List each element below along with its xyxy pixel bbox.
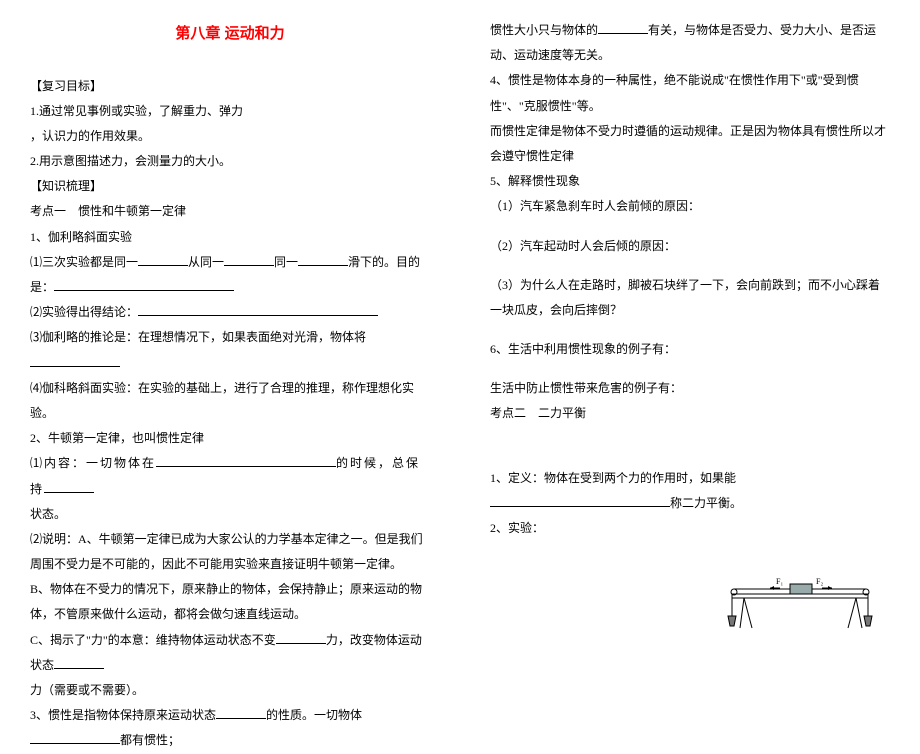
item-2-2b: B、物体在不受力的情况下，原来静止的物体，会保持静止；原来运动的物体，不管原来做… bbox=[30, 577, 430, 627]
blank bbox=[54, 657, 104, 669]
blank bbox=[30, 732, 120, 744]
blank bbox=[224, 254, 274, 266]
chapter-title: 第八章 运动和力 bbox=[30, 18, 430, 50]
blank bbox=[598, 22, 648, 34]
text: 都有惯性； bbox=[120, 733, 180, 747]
item-2-2c-tail: 力（需要或不需要）。 bbox=[30, 678, 430, 703]
r-item-5-3: （3）为什么人在走路时，脚被石块绊了一下，会向前跌到；而不小心踩着一块瓜皮，会向… bbox=[490, 273, 890, 323]
blank bbox=[276, 632, 326, 644]
r-item-6: 6、生活中利用惯性现象的例子有： bbox=[490, 337, 890, 362]
item-1-4: ⑷伽科略斜面实验：在实验的基础上，进行了合理的推理，称作理想化实验。 bbox=[30, 376, 430, 426]
balance-diagram: F₁ F₂ bbox=[720, 576, 880, 636]
r-item-5-1: （1）汽车紧急刹车时人会前倾的原因： bbox=[490, 194, 890, 219]
keypoint-1: 考点一 惯性和牛顿第一定律 bbox=[30, 199, 430, 224]
text: 惯性大小只与物体的 bbox=[490, 23, 598, 37]
blank bbox=[216, 707, 266, 719]
label-f1: F₁ bbox=[776, 577, 783, 586]
item-2-2a: ⑵说明：A、牛顿第一定律已成为大家公认的力学基本定律之一。但是我们周围不受力是不… bbox=[30, 527, 430, 577]
text: 从同一 bbox=[188, 255, 224, 269]
text: ⑶伽利略的推论是：在理想情况下，如果表面绝对光滑，物体将 bbox=[30, 330, 366, 344]
blank bbox=[44, 481, 94, 493]
text: C、揭示了"力"的本意：维持物体运动状态不变 bbox=[30, 633, 276, 647]
r-item-4b: 而惯性定律是物体不受力时遵循的运动规律。正是因为物体具有惯性所以才会遵守惯性定律 bbox=[490, 119, 890, 169]
text: 1、定义：物体在受到两个力的作用时，如果能 bbox=[490, 471, 736, 485]
r-inertia: 惯性大小只与物体的有关，与物体是否受力、受力大小、是否运动、运动速度等无关。 bbox=[490, 18, 890, 68]
r-item-5: 5、解释惯性现象 bbox=[490, 169, 890, 194]
keypoint-2: 考点二 二力平衡 bbox=[490, 401, 890, 426]
item-1-2: ⑵实验得出得结论： bbox=[30, 300, 430, 325]
item-2-2c: C、揭示了"力"的本意：维持物体运动状态不变力，改变物体运动状态 bbox=[30, 628, 430, 678]
r-item-5-2: （2）汽车起动时人会后倾的原因： bbox=[490, 234, 890, 259]
item-1: 1、伽利略斜面实验 bbox=[30, 225, 430, 250]
blank bbox=[298, 254, 348, 266]
right-column: 惯性大小只与物体的有关，与物体是否受力、受力大小、是否运动、运动速度等无关。 4… bbox=[460, 0, 920, 650]
def-2: 2、实验： bbox=[490, 516, 890, 541]
goal-line-2: 2.用示意图描述力，会测量力的大小。 bbox=[30, 149, 430, 174]
text: 称二力平衡。 bbox=[670, 496, 742, 510]
text: 3、惯性是指物体保持原来运动状态 bbox=[30, 708, 216, 722]
item-2: 2、牛顿第一定律，也叫惯性定律 bbox=[30, 426, 430, 451]
text: ⑴三次实验都是同一 bbox=[30, 255, 138, 269]
text: ⑴内容：一切物体在 bbox=[30, 456, 156, 470]
r-item-6b: 生活中防止惯性带来危害的例子有： bbox=[490, 376, 890, 401]
goal-line-1a: 1.通过常见事例或实验，了解重力、弹力 bbox=[30, 99, 430, 124]
item-2-1: ⑴内容：一切物体在的时候，总保持 bbox=[30, 451, 430, 501]
blank bbox=[138, 304, 378, 316]
blank bbox=[54, 279, 234, 291]
page: 第八章 运动和力 【复习目标】 1.通过常见事例或实验，了解重力、弹力 ，认识力… bbox=[0, 0, 920, 650]
blank bbox=[30, 355, 120, 367]
text: 同一 bbox=[274, 255, 298, 269]
section-heading-goals: 【复习目标】 bbox=[30, 74, 430, 99]
blankline bbox=[490, 441, 890, 466]
left-column: 第八章 运动和力 【复习目标】 1.通过常见事例或实验，了解重力、弹力 ，认识力… bbox=[0, 0, 460, 650]
blank bbox=[138, 254, 188, 266]
section-heading-knowledge: 【知识梳理】 bbox=[30, 174, 430, 199]
text: 的性质。一切物体 bbox=[266, 708, 362, 722]
r-item-4: 4、惯性是物体本身的一种属性，绝不能说成"在惯性作用下"或"受到惯性"、"克服惯… bbox=[490, 68, 890, 118]
item-3: 3、惯性是指物体保持原来运动状态 的性质。一切物体都有惯性； bbox=[30, 703, 430, 753]
text: ⑵实验得出得结论： bbox=[30, 305, 138, 319]
item-1-1: ⑴三次实验都是同一从同一同一滑下的。目的是： bbox=[30, 250, 430, 300]
def-1: 1、定义：物体在受到两个力的作用时，如果能称二力平衡。 bbox=[490, 466, 890, 516]
goal-line-1b: ，认识力的作用效果。 bbox=[30, 124, 430, 149]
blank bbox=[156, 455, 336, 467]
item-2-1c: 状态。 bbox=[30, 502, 430, 527]
item-1-3: ⑶伽利略的推论是：在理想情况下，如果表面绝对光滑，物体将 bbox=[30, 325, 430, 375]
blank bbox=[490, 495, 670, 507]
label-f2: F₂ bbox=[816, 577, 823, 586]
